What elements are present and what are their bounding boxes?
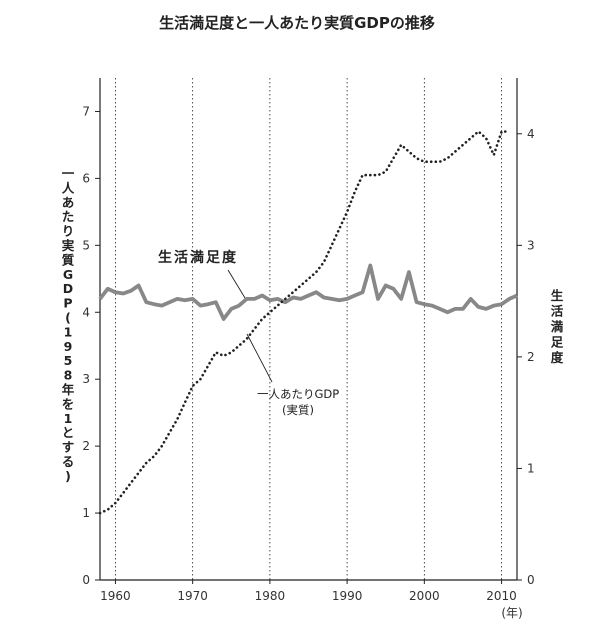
vertical-gridlines [115,78,502,580]
gdp-line [98,129,511,515]
right-y-ticks: 0 1 2 3 4 [517,127,535,587]
x-tick-label: 1960 [100,589,131,603]
satisfaction-line [98,263,518,321]
x-tick-label: 2010 [486,589,517,603]
gdp-annotation-line1: 一人あたりGDP [257,387,339,401]
right-tick-label: 1 [527,461,535,475]
x-tick-label: 1980 [255,589,286,603]
right-tick-label: 4 [527,127,535,141]
left-tick-label: 6 [82,171,90,185]
right-y-axis-label: 生活満足度 [551,288,564,365]
left-y-axis-label: 一人あたり実質 G D P(1 9 5 8 年を 1 とする) [62,166,75,483]
satisfaction-leader-line [227,269,246,299]
right-y-axis-title: 生活満足度 [551,288,564,365]
x-tick-label: 1990 [332,589,363,603]
left-tick-label: 0 [82,573,90,587]
left-tick-label: 3 [82,372,90,386]
satisfaction-annotation: 生活満足度 [158,249,238,266]
left-tick-label: 2 [82,439,90,453]
chart-title: 生活満足度と一人あたり実質GDPの推移 [159,14,435,32]
right-tick-label: 0 [527,573,535,587]
left-tick-label: 7 [82,104,90,118]
x-axis-unit: (年) [501,606,522,620]
x-tick-label: 1970 [177,589,208,603]
gdp-leader-line [246,333,273,383]
left-y-ticks: 0 1 2 3 4 5 6 7 [82,104,100,587]
plot-frame [99,78,518,581]
annotations: 生活満足度 一人あたりGDP (実質) [158,249,339,417]
data-series [98,129,518,515]
right-tick-label: 2 [527,350,535,364]
gdp-annotation-line2: (実質) [282,403,314,417]
left-tick-label: 5 [82,238,90,252]
x-ticks: 1960 1970 1980 1990 2000 2010 [100,580,517,603]
right-tick-label: 3 [527,238,535,252]
left-tick-label: 4 [82,305,90,319]
left-y-axis-title: 一人あたり実質 G D P(1 9 5 8 年を 1 とする) [62,166,75,483]
left-tick-label: 1 [82,506,90,520]
x-tick-label: 2000 [409,589,440,603]
